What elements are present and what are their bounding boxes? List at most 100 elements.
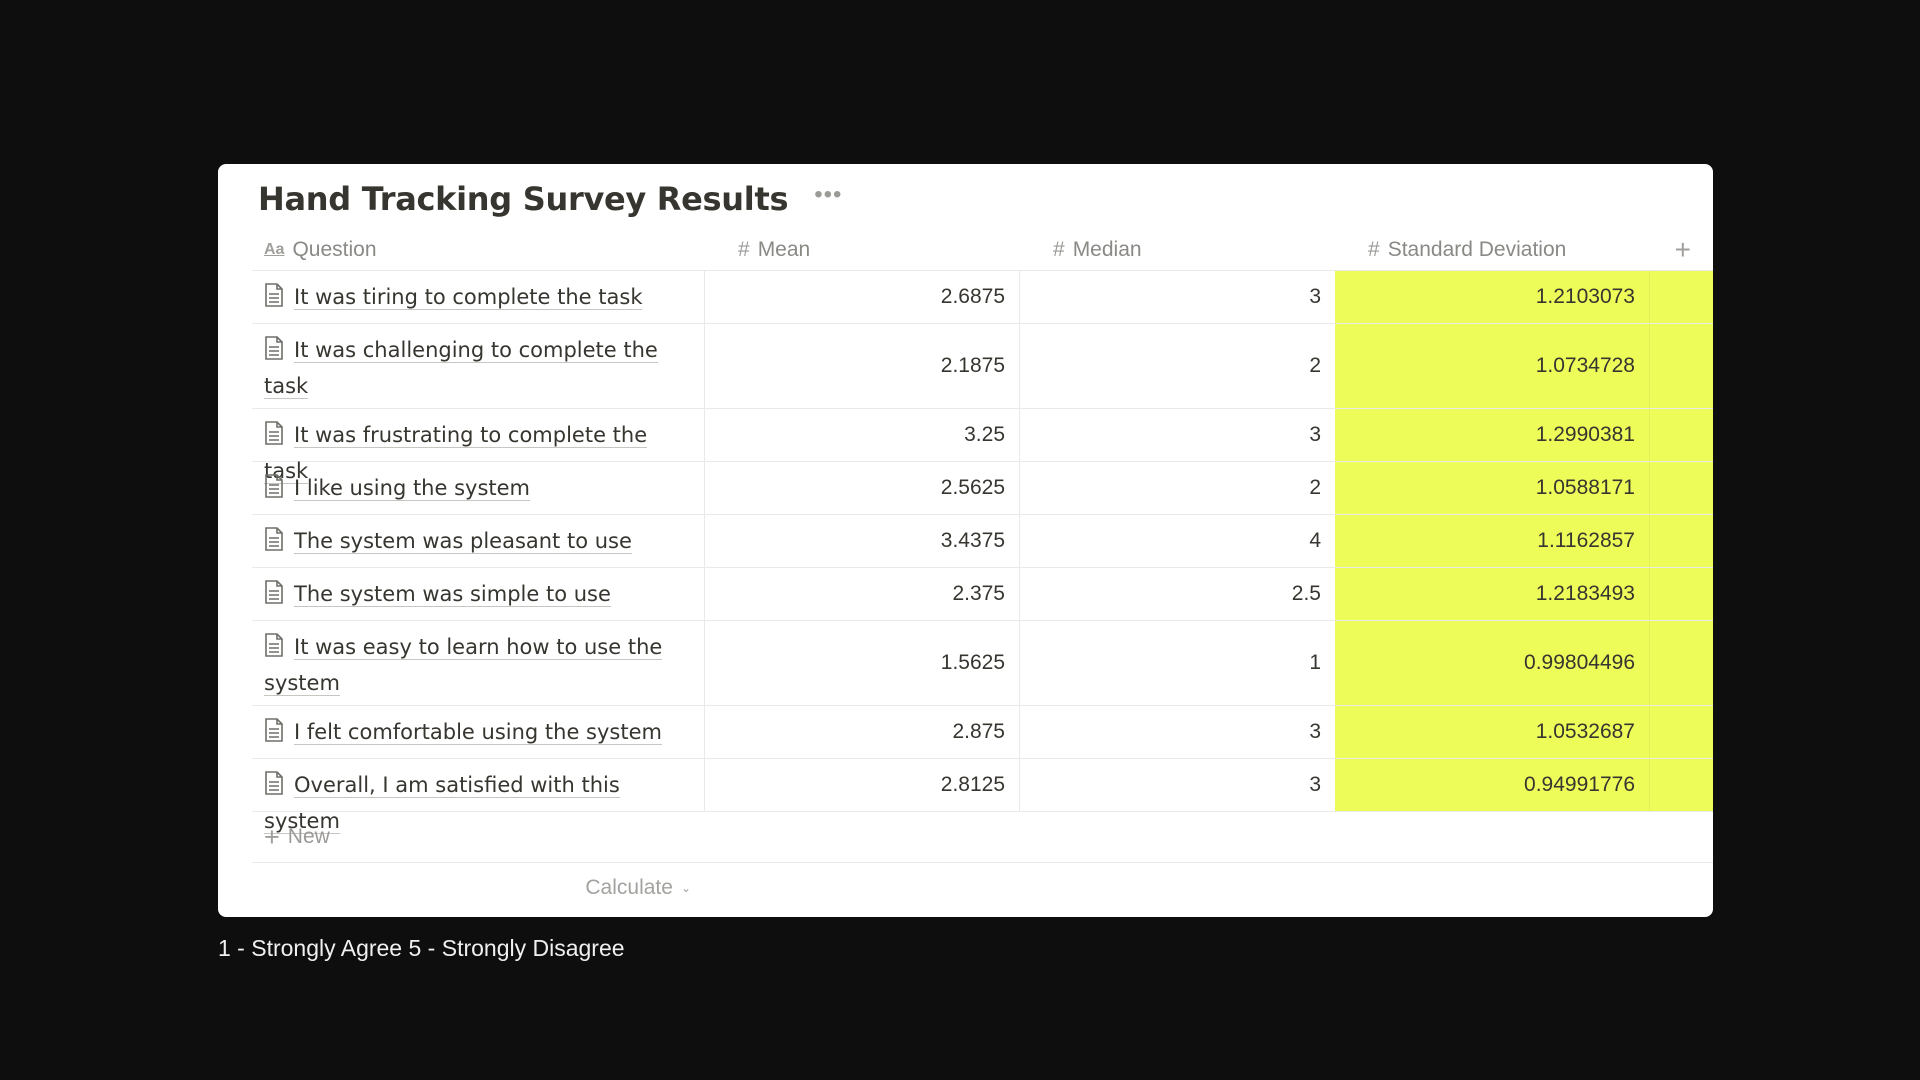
table-row: The system was pleasant to use 3.4375 4 1.1… — [252, 515, 1713, 568]
median-cell[interactable]: 2.5 — [1020, 568, 1335, 620]
table-row: The system was simple to use 2.375 2.5 1.21… — [252, 568, 1713, 621]
standard-deviation-cell[interactable]: 1.2183493 — [1335, 568, 1650, 620]
mean-cell[interactable]: 2.875 — [705, 706, 1020, 758]
question-link[interactable]: It was frustrating to complete the task — [264, 423, 648, 484]
plus-icon: + — [264, 821, 280, 852]
mean-cell[interactable]: 2.1875 — [705, 324, 1020, 408]
mean-cell[interactable]: 3.25 — [705, 409, 1020, 461]
empty-cell[interactable] — [1650, 324, 1713, 408]
median-cell[interactable]: 3 — [1020, 409, 1335, 461]
question-cell[interactable]: I like using the system — [252, 462, 705, 514]
median-cell[interactable]: 1 — [1020, 621, 1335, 705]
database-title[interactable]: Hand Tracking Survey Results — [258, 180, 789, 218]
question-link[interactable]: Overall, I am satisfied with this system — [264, 773, 620, 834]
standard-deviation-cell[interactable]: 1.2990381 — [1335, 409, 1650, 461]
standard-deviation-value: 1.2990381 — [1535, 423, 1635, 446]
question-cell[interactable]: It was challenging to complete the task — [252, 324, 705, 408]
text-property-icon: Aa — [264, 241, 285, 258]
page-icon — [264, 283, 284, 317]
standard-deviation-value: 0.94991776 — [1524, 773, 1635, 796]
number-property-icon: # — [738, 238, 750, 261]
median-cell[interactable]: 3 — [1020, 706, 1335, 758]
median-cell[interactable]: 3 — [1020, 759, 1335, 811]
page-icon — [264, 421, 284, 455]
question-cell[interactable]: I felt comfortable using the system — [252, 706, 705, 758]
standard-deviation-cell[interactable]: 1.1162857 — [1335, 515, 1650, 567]
empty-cell[interactable] — [1650, 462, 1713, 514]
median-cell[interactable]: 4 — [1020, 515, 1335, 567]
empty-cell[interactable] — [1650, 271, 1713, 323]
number-property-icon: # — [1053, 238, 1065, 261]
standard-deviation-cell[interactable]: 1.0734728 — [1335, 324, 1650, 408]
page-icon — [264, 718, 284, 752]
empty-cell[interactable] — [1650, 568, 1713, 620]
median-value: 3 — [1309, 773, 1321, 796]
standard-deviation-value: 1.0532687 — [1535, 720, 1635, 743]
empty-cell[interactable] — [1650, 515, 1713, 567]
mean-value: 3.25 — [964, 423, 1005, 446]
median-cell[interactable]: 2 — [1020, 462, 1335, 514]
mean-cell[interactable]: 1.5625 — [705, 621, 1020, 705]
column-label: Mean — [757, 238, 811, 261]
mean-value: 2.5625 — [940, 476, 1005, 499]
question-link[interactable]: It was challenging to complete the task — [264, 338, 658, 399]
table-row: Overall, I am satisfied with this system… — [252, 759, 1713, 834]
empty-cell[interactable] — [1650, 759, 1713, 811]
column-header-median[interactable]: # Median — [1053, 230, 1142, 270]
mean-cell[interactable]: 2.8125 — [705, 759, 1020, 811]
database-table: Aa Question # Mean # Median # Standard D… — [252, 230, 1713, 913]
question-cell[interactable]: The system was simple to use — [252, 568, 705, 620]
more-horizontal-icon[interactable]: ••• — [814, 181, 843, 208]
new-row-label: New — [287, 825, 330, 848]
question-cell[interactable]: Overall, I am satisfied with this system — [252, 759, 705, 834]
question-link[interactable]: I like using the system — [294, 476, 531, 501]
table-header: Aa Question # Mean # Median # Standard D… — [252, 230, 1713, 271]
page-icon — [264, 527, 284, 561]
mean-value: 2.875 — [952, 720, 1005, 743]
standard-deviation-cell[interactable]: 1.0532687 — [1335, 706, 1650, 758]
column-label: Question — [292, 238, 377, 261]
table-row: It was frustrating to complete the task 3… — [252, 409, 1713, 484]
mean-cell[interactable]: 2.375 — [705, 568, 1020, 620]
column-header-question[interactable]: Aa Question — [264, 230, 377, 270]
new-row-button[interactable]: + New — [252, 812, 1713, 863]
mean-cell[interactable]: 3.4375 — [705, 515, 1020, 567]
standard-deviation-cell[interactable]: 0.94991776 — [1335, 759, 1650, 811]
question-cell[interactable]: It was frustrating to complete the task — [252, 409, 705, 484]
question-link[interactable]: It was tiring to complete the task — [294, 285, 643, 310]
question-cell[interactable]: It was easy to learn how to use the syst… — [252, 621, 705, 705]
calculate-row: Calculate ⌄ — [252, 863, 1713, 913]
mean-cell[interactable]: 2.6875 — [705, 271, 1020, 323]
table-body: It was tiring to complete the task 2.6875… — [252, 271, 1713, 834]
standard-deviation-cell[interactable]: 1.2103073 — [1335, 271, 1650, 323]
page-icon — [264, 474, 284, 508]
standard-deviation-cell[interactable]: 0.99804496 — [1335, 621, 1650, 705]
empty-cell[interactable] — [1650, 706, 1713, 758]
empty-cell[interactable] — [1650, 621, 1713, 705]
question-link[interactable]: I felt comfortable using the system — [294, 720, 662, 745]
median-value: 4 — [1309, 529, 1321, 552]
median-value: 3 — [1309, 423, 1321, 446]
table-row: It was tiring to complete the task 2.6875… — [252, 271, 1713, 324]
question-cell[interactable]: The system was pleasant to use — [252, 515, 705, 567]
standard-deviation-value: 1.0734728 — [1535, 354, 1635, 377]
question-link[interactable]: The system was pleasant to use — [294, 529, 632, 554]
mean-cell[interactable]: 2.5625 — [705, 462, 1020, 514]
table-row: It was easy to learn how to use the syst… — [252, 621, 1713, 706]
footnote: 1 - Strongly Agree 5 - Strongly Disagree — [218, 935, 625, 961]
page-icon — [264, 771, 284, 805]
column-header-mean[interactable]: # Mean — [738, 230, 810, 270]
column-header-standard-deviation[interactable]: # Standard Deviation — [1368, 230, 1566, 270]
empty-cell[interactable] — [1650, 409, 1713, 461]
median-cell[interactable]: 2 — [1020, 324, 1335, 408]
mean-value: 3.4375 — [940, 529, 1005, 552]
question-cell[interactable]: It was tiring to complete the task — [252, 271, 705, 323]
standard-deviation-cell[interactable]: 1.0588171 — [1335, 462, 1650, 514]
add-property-icon[interactable]: + — [1674, 234, 1691, 265]
question-link[interactable]: The system was simple to use — [294, 582, 611, 607]
median-cell[interactable]: 3 — [1020, 271, 1335, 323]
question-link[interactable]: It was easy to learn how to use the syst… — [264, 635, 663, 696]
mean-value: 2.8125 — [940, 773, 1005, 796]
calculate-button[interactable]: Calculate ⌄ — [252, 863, 705, 913]
title-row: Hand Tracking Survey Results ••• — [258, 176, 842, 222]
